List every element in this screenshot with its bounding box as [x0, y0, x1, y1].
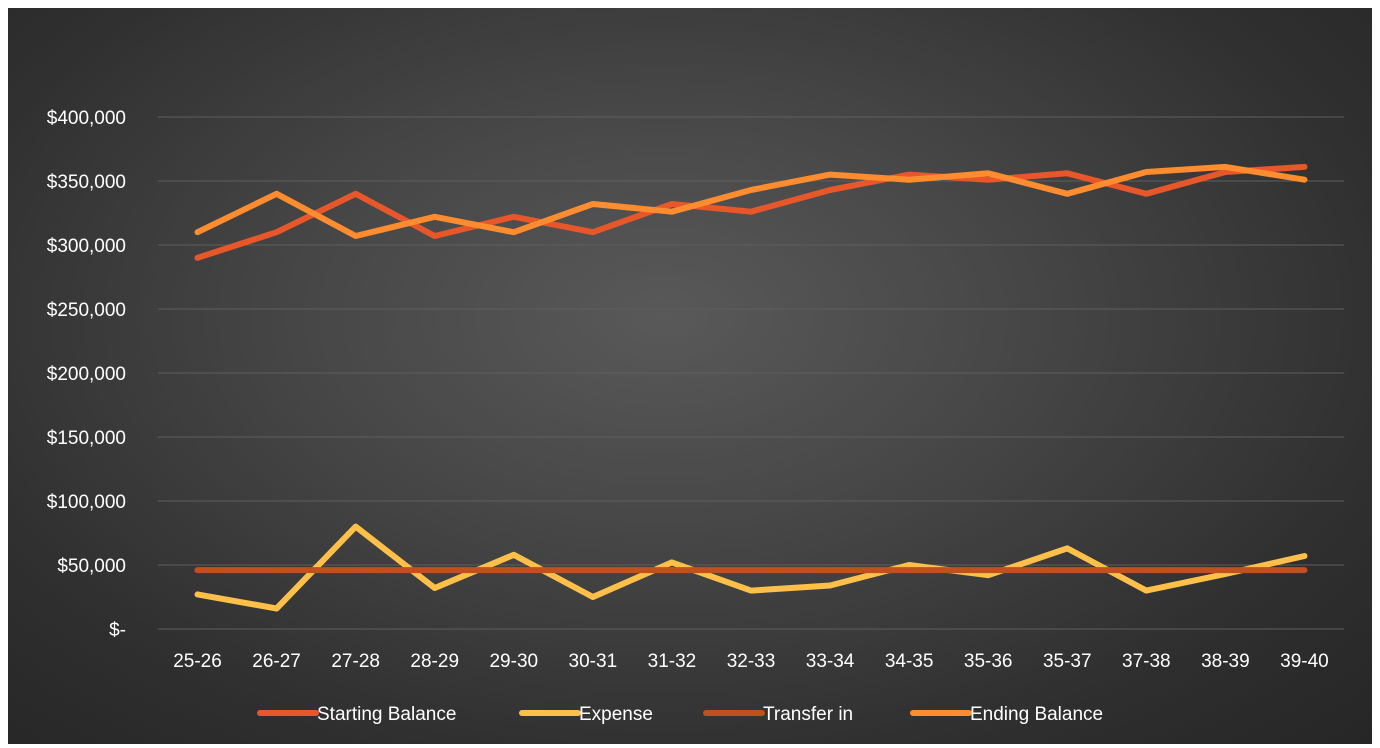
legend: Starting Balance Expense Transfer in Ending… — [257, 704, 1103, 725]
x-tick-label: 29-30 — [489, 651, 538, 672]
x-tick-label: 27-28 — [331, 651, 380, 672]
legend-item-ending-balance: Ending Balance — [910, 704, 1103, 725]
x-tick-label: 30-31 — [569, 651, 618, 672]
y-tick-label: $- — [109, 620, 126, 641]
series-line-expense — [194, 523, 1308, 612]
gridlines — [158, 116, 1344, 630]
x-tick-label: 37-38 — [1122, 651, 1171, 672]
x-tick-label: 35-36 — [964, 651, 1013, 672]
y-tick-label: $350,000 — [47, 172, 126, 193]
y-tick-label: $150,000 — [47, 428, 126, 449]
x-tick-label: 28-29 — [410, 651, 459, 672]
series-line-starting-balance — [194, 163, 1308, 261]
legend-item-transfer-in: Transfer in — [703, 704, 853, 725]
x-tick-label: 39-40 — [1280, 651, 1329, 672]
y-tick-label: $300,000 — [47, 236, 126, 257]
legend-label: Ending Balance — [970, 704, 1103, 725]
legend-label: Transfer in — [763, 704, 853, 725]
y-tick-label: $50,000 — [57, 556, 126, 577]
y-axis-ticks: $- $50,000 $100,000 $150,000 $200,000 $250,00… — [47, 108, 126, 641]
x-tick-label: 33-34 — [806, 651, 855, 672]
x-tick-label: 35-37 — [1043, 651, 1092, 672]
line-chart: $- $50,000 $100,000 $150,000 $200,000 $250,00… — [47, 108, 1344, 725]
legend-item-starting-balance: Starting Balance — [257, 704, 456, 725]
x-tick-label: 26-27 — [252, 651, 301, 672]
legend-label: Starting Balance — [317, 704, 456, 725]
x-tick-label: 32-33 — [727, 651, 776, 672]
x-tick-label: 31-32 — [648, 651, 697, 672]
series-lines — [194, 163, 1308, 612]
y-tick-label: $400,000 — [47, 108, 126, 129]
y-tick-label: $200,000 — [47, 364, 126, 385]
chart-area: $- $50,000 $100,000 $150,000 $200,000 $250,00… — [8, 8, 1372, 744]
y-tick-label: $100,000 — [47, 492, 126, 513]
x-tick-label: 25-26 — [173, 651, 222, 672]
x-tick-label: 38-39 — [1201, 651, 1250, 672]
y-tick-label: $250,000 — [47, 300, 126, 321]
legend-label: Expense — [579, 704, 653, 725]
legend-item-expense: Expense — [519, 704, 653, 725]
x-axis-ticks: 25-26 26-27 27-28 28-29 29-30 30-31 31-32 32-33… — [173, 651, 1329, 672]
series-line-ending-balance — [194, 163, 1308, 239]
x-tick-label: 34-35 — [885, 651, 934, 672]
